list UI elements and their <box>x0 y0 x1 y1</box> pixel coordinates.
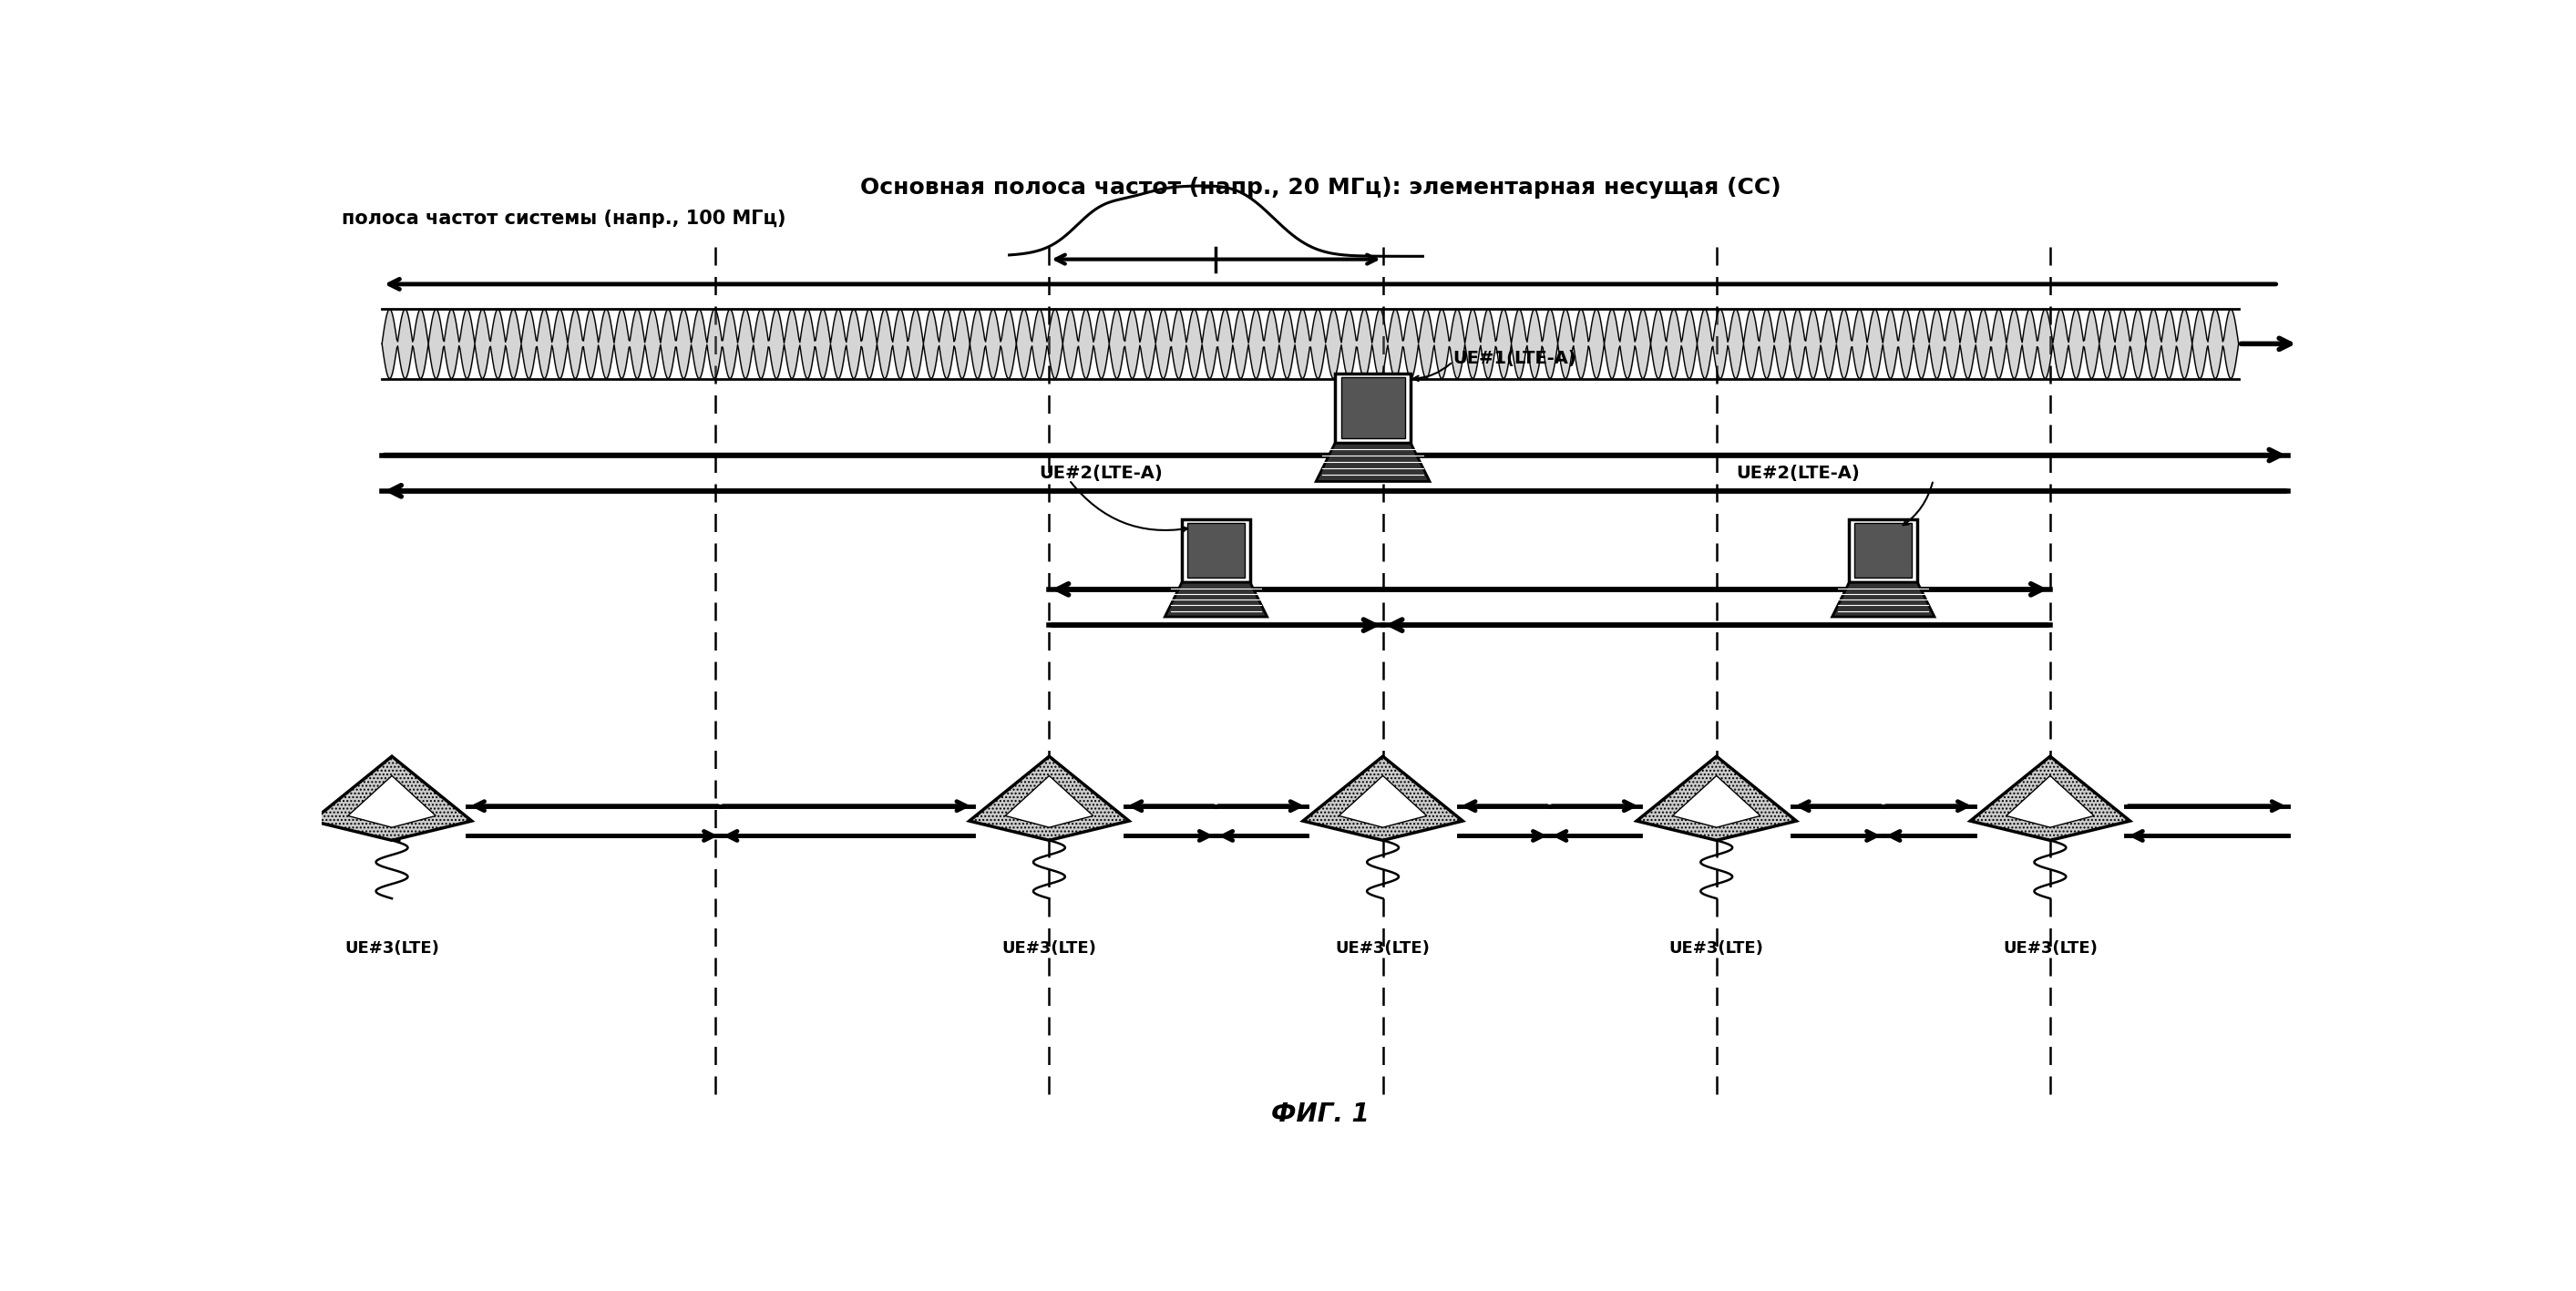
Polygon shape <box>1342 377 1404 438</box>
Polygon shape <box>1672 776 1759 828</box>
Polygon shape <box>1303 757 1463 840</box>
Polygon shape <box>1855 523 1911 578</box>
Text: UE#1(LTE-A): UE#1(LTE-A) <box>1453 350 1577 368</box>
Polygon shape <box>1182 520 1249 582</box>
Polygon shape <box>1188 523 1244 578</box>
Polygon shape <box>1971 757 2130 840</box>
Text: ФИГ. 1: ФИГ. 1 <box>1270 1101 1370 1127</box>
Text: полоса частот системы (напр., 100 МГц): полоса частот системы (напр., 100 МГц) <box>343 209 786 227</box>
Polygon shape <box>1005 776 1092 828</box>
Polygon shape <box>1334 373 1412 443</box>
Polygon shape <box>969 757 1128 840</box>
Text: Основная полоса частот (напр., 20 МГц): элементарная несущая (СС): Основная полоса частот (напр., 20 МГц): … <box>860 177 1780 199</box>
Polygon shape <box>1636 757 1795 840</box>
Polygon shape <box>1340 776 1427 828</box>
Polygon shape <box>312 757 471 840</box>
Text: UE#2(LTE-A): UE#2(LTE-A) <box>1736 465 1860 482</box>
Text: UE#3(LTE): UE#3(LTE) <box>1002 940 1097 957</box>
Text: UE#3(LTE): UE#3(LTE) <box>345 940 438 957</box>
Text: UE#3(LTE): UE#3(LTE) <box>2002 940 2097 957</box>
Polygon shape <box>1850 520 1917 582</box>
Polygon shape <box>1832 582 1935 617</box>
Polygon shape <box>2007 776 2094 828</box>
Polygon shape <box>1316 443 1430 482</box>
Text: UE#3(LTE): UE#3(LTE) <box>1669 940 1765 957</box>
Polygon shape <box>1164 582 1267 617</box>
Polygon shape <box>348 776 435 828</box>
Text: UE#3(LTE): UE#3(LTE) <box>1334 940 1430 957</box>
Text: UE#2(LTE-A): UE#2(LTE-A) <box>1038 465 1162 482</box>
